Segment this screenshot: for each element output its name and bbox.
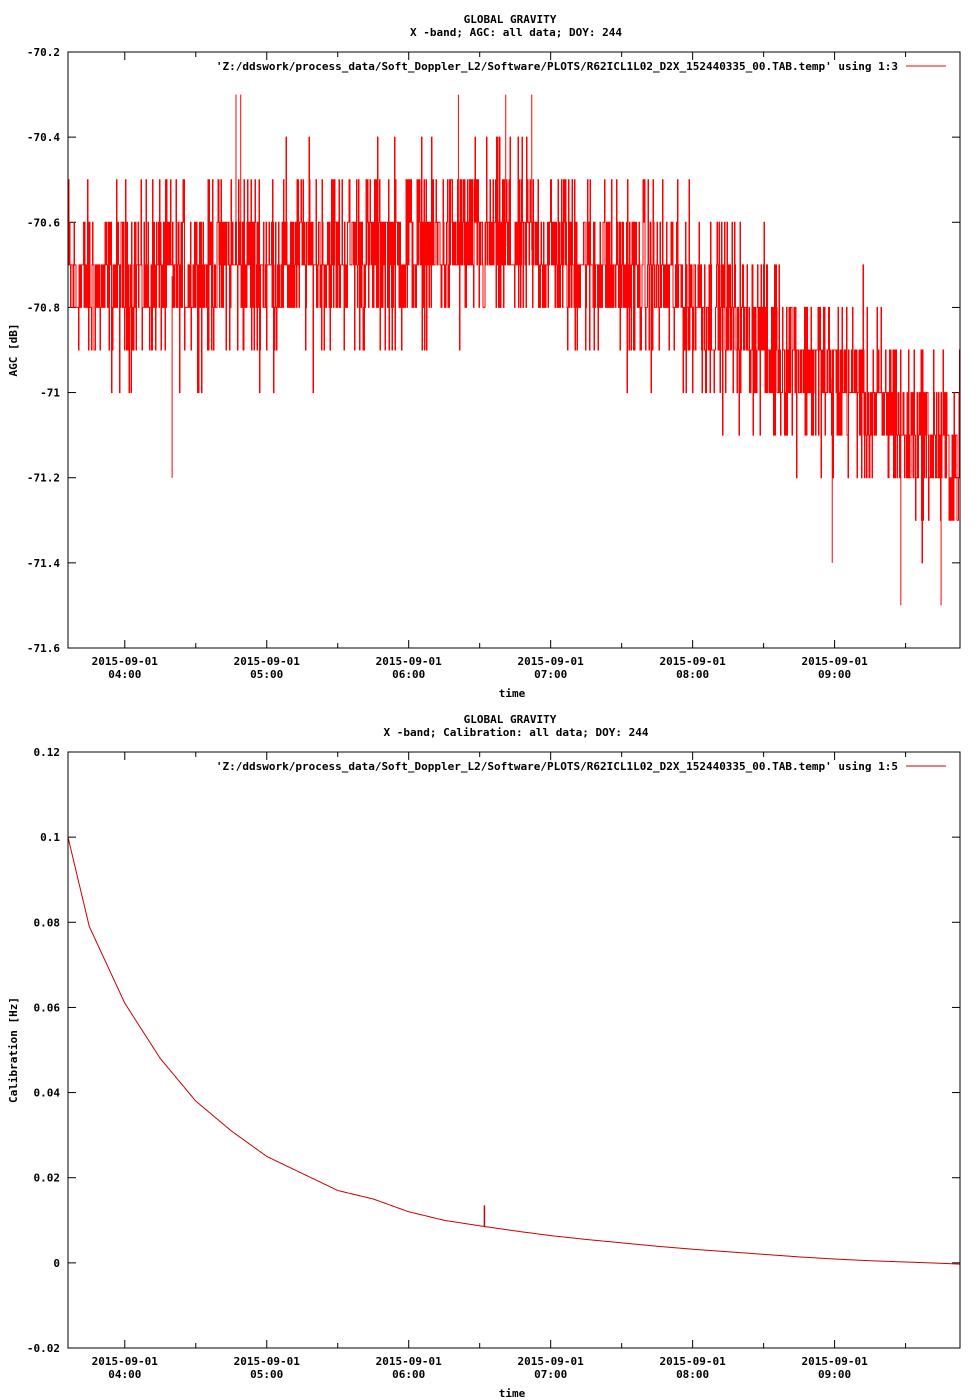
x-tick-label: 2015-09-01	[660, 655, 727, 668]
y-tick-label: -70.2	[27, 46, 60, 59]
y-tick-label: 0.04	[34, 1087, 61, 1100]
y-tick-label: 0.02	[34, 1172, 61, 1185]
calibration-line	[67, 837, 961, 1265]
y-axis-label: Calibration [Hz]	[7, 997, 20, 1103]
x-axis-label: time	[499, 687, 526, 700]
y-tick-label: -71.4	[27, 557, 60, 570]
x-tick-label: 2015-09-01	[376, 1355, 443, 1368]
axis-ticks: -70.2 -70.4 -70.6 -70.8 -71 -71.2 -71.4 -71.6 20…	[27, 46, 960, 681]
calibration-series	[67, 837, 961, 1265]
calibration-chart: GLOBAL GRAVITY X -band; Calibration: all…	[7, 713, 961, 1400]
x-tick-label: 2015-09-01	[234, 1355, 301, 1368]
y-axis-label: AGC [dB]	[7, 324, 20, 377]
x-tick-label: 2015-09-01	[660, 1355, 727, 1368]
agc-line	[68, 136, 961, 564]
y-tick-label: 0.08	[34, 916, 61, 929]
x-tick-label: 2015-09-01	[801, 1355, 868, 1368]
chart-title: GLOBAL GRAVITY	[464, 713, 557, 726]
chart-subtitle: X -band; Calibration: all data; DOY: 244	[384, 726, 649, 739]
x-tick-label: 05:00	[250, 668, 283, 681]
x-tick-label: 05:00	[250, 1368, 283, 1381]
agc-series	[68, 94, 961, 606]
y-tick-label: 0.1	[40, 831, 60, 844]
x-tick-label: 08:00	[676, 668, 709, 681]
y-tick-label: -70.8	[27, 301, 60, 314]
x-tick-label: 09:00	[818, 1368, 851, 1381]
x-tick-label: 06:00	[392, 1368, 425, 1381]
axis-ticks: 0.120.10.080.060.040.020-0.022015-09-010…	[27, 746, 960, 1381]
x-tick-label: 07:00	[534, 668, 567, 681]
y-tick-label: 0.06	[34, 1001, 61, 1014]
x-tick-label: 09:00	[818, 668, 851, 681]
x-tick-label: 2015-09-01	[801, 655, 868, 668]
y-tick-label: -70.4	[27, 131, 60, 144]
x-tick-label: 2015-09-01	[376, 655, 443, 668]
chart-title: GLOBAL GRAVITY	[464, 13, 557, 26]
x-axis-label: time	[499, 1387, 526, 1400]
y-tick-label: 0.12	[34, 746, 61, 759]
x-tick-label: 08:00	[676, 1368, 709, 1381]
y-tick-label: -0.02	[27, 1342, 60, 1355]
y-tick-label: -71.6	[27, 642, 60, 655]
y-tick-label: 0	[53, 1257, 60, 1270]
agc-chart: GLOBAL GRAVITY X -band; AGC: all data; D…	[7, 13, 961, 700]
x-tick-label: 06:00	[392, 668, 425, 681]
x-tick-label: 2015-09-01	[234, 655, 301, 668]
plot-frame	[67, 51, 961, 649]
x-tick-label: 04:00	[108, 668, 141, 681]
y-tick-label: -70.6	[27, 216, 60, 229]
chart-subtitle: X -band; AGC: all data; DOY: 244	[410, 26, 622, 39]
x-tick-label: 2015-09-01	[518, 655, 585, 668]
x-tick-label: 2015-09-01	[92, 1355, 159, 1368]
x-tick-label: 2015-09-01	[92, 655, 159, 668]
legend-label: 'Z:/ddswork/process_data/Soft_Doppler_L2…	[216, 60, 898, 73]
x-tick-label: 04:00	[108, 1368, 141, 1381]
y-tick-label: -71	[40, 387, 60, 400]
x-tick-label: 2015-09-01	[518, 1355, 585, 1368]
legend-label: 'Z:/ddswork/process_data/Soft_Doppler_L2…	[216, 760, 898, 773]
x-tick-label: 07:00	[534, 1368, 567, 1381]
plot-frame	[67, 751, 961, 1349]
y-tick-label: -71.2	[27, 472, 60, 485]
